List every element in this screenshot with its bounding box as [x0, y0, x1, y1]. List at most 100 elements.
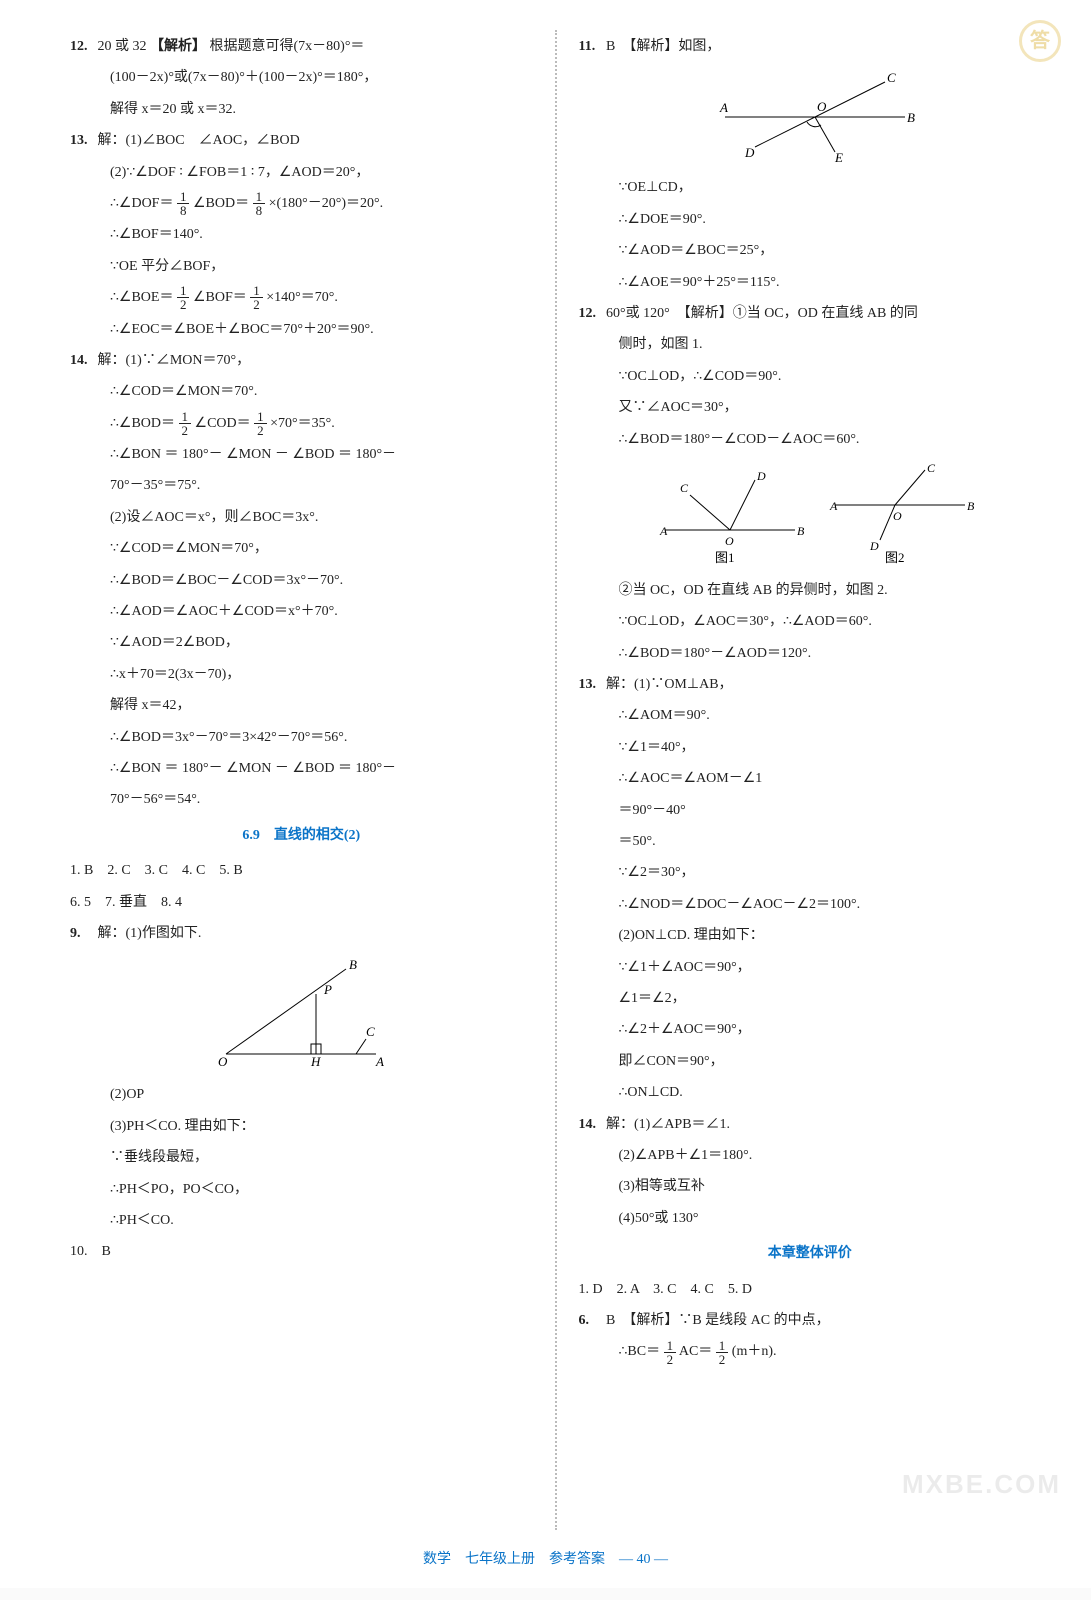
q-number: 6.: [579, 1306, 603, 1335]
num: 1: [179, 410, 192, 424]
text: ∴∠AOC＝∠AOM－∠1: [579, 764, 1042, 793]
den: 8: [253, 204, 266, 217]
text: (3)PH＜CO. 理由如下：: [70, 1112, 533, 1141]
text: ∴∠BOD＝180°－∠COD－∠AOC＝60°.: [579, 425, 1042, 454]
text: (2)∵∠DOF ∶ ∠FOB＝1 ∶ 7，∠AOD＝20°，: [70, 158, 533, 187]
text: 侧时，如图 1.: [579, 330, 1042, 359]
svg-text:C: C: [887, 70, 896, 85]
text: ∠BOF＝: [193, 290, 247, 305]
text: ∵∠AOD＝∠BOC＝25°，: [579, 236, 1042, 265]
text: ×(180°－20°)＝20°.: [269, 196, 384, 211]
den: 2: [179, 424, 192, 437]
svg-text:B: B: [967, 499, 975, 513]
corner-watermark: MXBE.COM: [902, 1469, 1061, 1500]
q-number: 14.: [579, 1110, 603, 1139]
text: (3)相等或互补: [579, 1172, 1042, 1201]
text: ∴∠EOC＝∠BOE＋∠BOC＝70°＋20°＝90°.: [70, 315, 533, 344]
den: 2: [250, 298, 263, 311]
svg-text:D: D: [756, 469, 766, 483]
num: 1: [177, 284, 190, 298]
q-number: 12.: [579, 299, 603, 328]
text: B 【解析】∵B 是线段 AC 的中点，: [606, 1313, 830, 1328]
text: ∠COD＝: [195, 416, 251, 431]
fraction: 12: [179, 410, 192, 437]
figure-q12: A B C D O 图1 A B C D O 图2: [645, 460, 975, 570]
text: (2)OP: [70, 1080, 533, 1109]
text: ∵∠AOD＝2∠BOD，: [70, 628, 533, 657]
num: 1: [254, 410, 267, 424]
answer-row: 1. D 2. A 3. C 4. C 5. D: [579, 1275, 1042, 1304]
text: ×70°＝35°.: [270, 416, 335, 431]
svg-text:B: B: [349, 957, 357, 972]
text: (4)50°或 130°: [579, 1204, 1042, 1233]
den: 2: [254, 424, 267, 437]
text: ∴∠COD＝∠MON＝70°.: [70, 377, 533, 406]
text: ∠1＝∠2，: [579, 984, 1042, 1013]
svg-text:O: O: [725, 534, 734, 548]
figure-q11: A B C D E O: [695, 67, 925, 167]
text: ∴∠AOE＝90°＋25°＝115°.: [579, 268, 1042, 297]
section-title: 6.9 直线的相交(2): [70, 821, 533, 850]
svg-text:E: E: [834, 150, 843, 165]
q9-head: 9. 解：(1)作图如下.: [70, 919, 533, 948]
q6-head: 6. B 【解析】∵B 是线段 AC 的中点，: [579, 1306, 1042, 1335]
fraction: 12: [716, 1339, 729, 1366]
text: ∴∠BOD＝180°－∠AOD＝120°.: [579, 639, 1042, 668]
text: ∴BC＝ 12 AC＝ 12 (m＋n).: [579, 1337, 1042, 1366]
den: 8: [177, 204, 190, 217]
svg-text:D: D: [869, 539, 879, 553]
svg-text:O: O: [893, 509, 902, 523]
text: ∵OC⊥OD，∴∠COD＝90°.: [579, 362, 1042, 391]
q-number: 9.: [70, 919, 94, 948]
num: 1: [250, 284, 263, 298]
svg-text:C: C: [927, 461, 936, 475]
num: 1: [253, 190, 266, 204]
q10: 10. B: [70, 1237, 533, 1266]
svg-text:D: D: [744, 145, 755, 160]
text: ∴∠BOD＝: [110, 416, 175, 431]
text: ∴∠BOD＝3x°－70°＝3×42°－70°＝56°.: [70, 723, 533, 752]
q-number: 13.: [70, 126, 94, 155]
left-column: 12. 20 或 32 【解析】 根据题意可得(7x－80)°＝ (100－2x…: [70, 30, 551, 1530]
text: ②当 OC，OD 在直线 AB 的异侧时，如图 2.: [579, 576, 1042, 605]
text: 解：(1)∠BOC ∠AOC，∠BOD: [98, 133, 300, 148]
q-number: 11.: [579, 32, 603, 61]
svg-text:图2: 图2: [885, 550, 905, 565]
text: ∵垂线段最短，: [70, 1143, 533, 1172]
text: ∴∠DOE＝90°.: [579, 205, 1042, 234]
fraction: 12: [254, 410, 267, 437]
answer-row: 6. 5 7. 垂直 8. 4: [70, 888, 533, 917]
q14-head: 14. 解：(1)∵∠MON＝70°，: [70, 346, 533, 375]
text: 解：(1)∵OM⊥AB，: [606, 677, 733, 692]
text: AC＝: [679, 1344, 712, 1359]
text: ∵∠1＝40°，: [579, 733, 1042, 762]
svg-text:O: O: [218, 1054, 228, 1069]
svg-text:A: A: [829, 499, 838, 513]
text: ∵OE⊥CD，: [579, 173, 1042, 202]
q14-head: 14. 解：(1)∠APB＝∠1.: [579, 1110, 1042, 1139]
text: ∴∠AOM＝90°.: [579, 701, 1042, 730]
text: (100－2x)°或(7x－80)°＋(100－2x)°＝180°，: [70, 63, 533, 92]
text: ∴∠DOF＝: [110, 196, 173, 211]
text: 70°－56°＝54°.: [70, 785, 533, 814]
num: 1: [716, 1339, 729, 1353]
text: (2)ON⊥CD. 理由如下：: [579, 921, 1042, 950]
text: 解得 x＝20 或 x＝32.: [70, 95, 533, 124]
q12-head: 12. 60°或 120° 【解析】①当 OC，OD 在直线 AB 的同: [579, 299, 1042, 328]
text: ∴ON⊥CD.: [579, 1078, 1042, 1107]
text: (m＋n).: [732, 1344, 777, 1359]
svg-text:C: C: [680, 481, 689, 495]
fraction: 12: [177, 284, 190, 311]
fraction: 12: [664, 1339, 677, 1366]
svg-text:图1: 图1: [715, 550, 735, 565]
answer-row: 1. B 2. C 3. C 4. C 5. B: [70, 856, 533, 885]
fraction: 12: [250, 284, 263, 311]
text: ∴∠DOF＝ 18 ∠BOD＝ 18 ×(180°－20°)＝20°.: [70, 189, 533, 218]
svg-text:H: H: [310, 1054, 321, 1069]
den: 2: [664, 1353, 677, 1366]
text: 解得 x＝42，: [70, 691, 533, 720]
svg-text:A: A: [375, 1054, 384, 1069]
svg-text:P: P: [323, 982, 332, 997]
section-title: 本章整体评价: [579, 1239, 1042, 1268]
svg-text:C: C: [366, 1024, 375, 1039]
